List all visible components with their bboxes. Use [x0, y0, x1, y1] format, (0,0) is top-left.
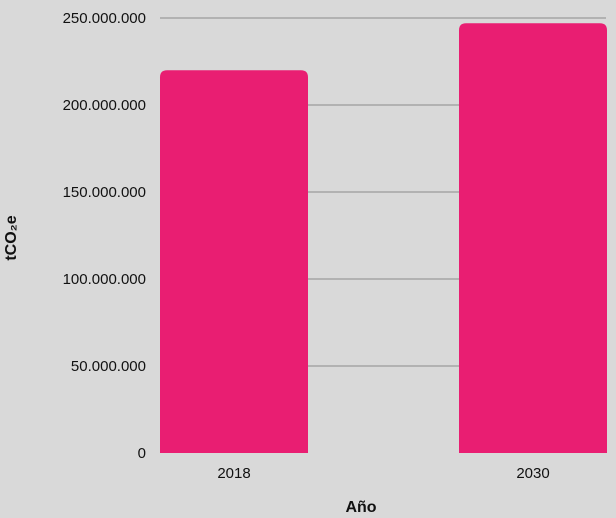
- x-tick-label: 2018: [217, 465, 250, 482]
- x-axis-ticks: 2018 2030: [217, 465, 549, 482]
- x-tick-label: 2030: [516, 465, 549, 482]
- bar-2018: [160, 70, 308, 453]
- x-axis-title: Año: [345, 499, 376, 516]
- bar-2030: [459, 23, 607, 453]
- y-tick-label: 250.000.000: [63, 10, 146, 27]
- y-tick-label: 0: [138, 445, 146, 462]
- y-tick-label: 100.000.000: [63, 271, 146, 288]
- bars: [160, 23, 607, 453]
- y-axis-ticks: 0 50.000.000 100.000.000 150.000.000 200.000…: [63, 10, 146, 462]
- y-tick-label: 200.000.000: [63, 97, 146, 114]
- y-tick-label: 150.000.000: [63, 184, 146, 201]
- y-tick-label: 50.000.000: [71, 358, 146, 375]
- y-axis-title: tCO₂e: [3, 215, 20, 260]
